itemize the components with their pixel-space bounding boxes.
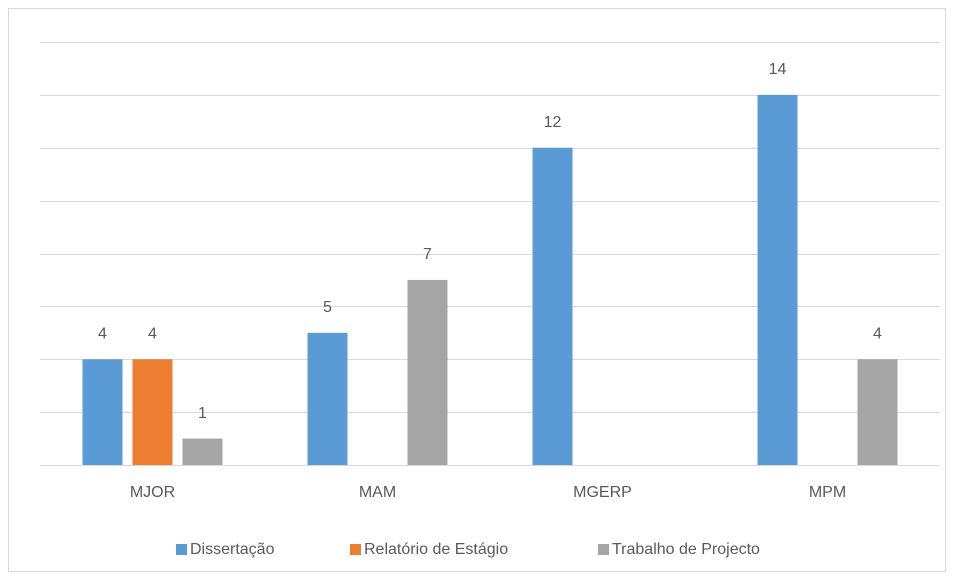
bar — [132, 359, 173, 465]
bar — [307, 332, 348, 465]
x-tick-label: MPM — [809, 484, 846, 501]
data-label: 7 — [423, 246, 432, 263]
data-label: 12 — [544, 114, 562, 131]
legend-swatch — [598, 544, 609, 555]
bar — [757, 94, 798, 465]
data-label: 14 — [769, 61, 787, 78]
bar — [532, 147, 573, 465]
legend-swatch — [176, 544, 187, 555]
x-tick-label: MJOR — [130, 484, 175, 501]
x-tick-label: MAM — [359, 484, 396, 501]
bar — [182, 438, 223, 465]
x-tick-label: MGERP — [573, 484, 632, 501]
bar — [857, 359, 898, 465]
data-label: 4 — [148, 325, 157, 342]
data-label: 1 — [198, 405, 207, 422]
legend-label: Dissertação — [190, 541, 275, 558]
legend-label: Relatório de Estágio — [364, 541, 508, 558]
data-label: 4 — [873, 325, 882, 342]
bar — [407, 279, 448, 465]
legend-swatch — [350, 544, 361, 555]
legend-label: Trabalho de Projecto — [612, 541, 760, 558]
data-label: 5 — [323, 299, 332, 316]
bar — [82, 359, 123, 465]
data-label: 4 — [98, 325, 107, 342]
